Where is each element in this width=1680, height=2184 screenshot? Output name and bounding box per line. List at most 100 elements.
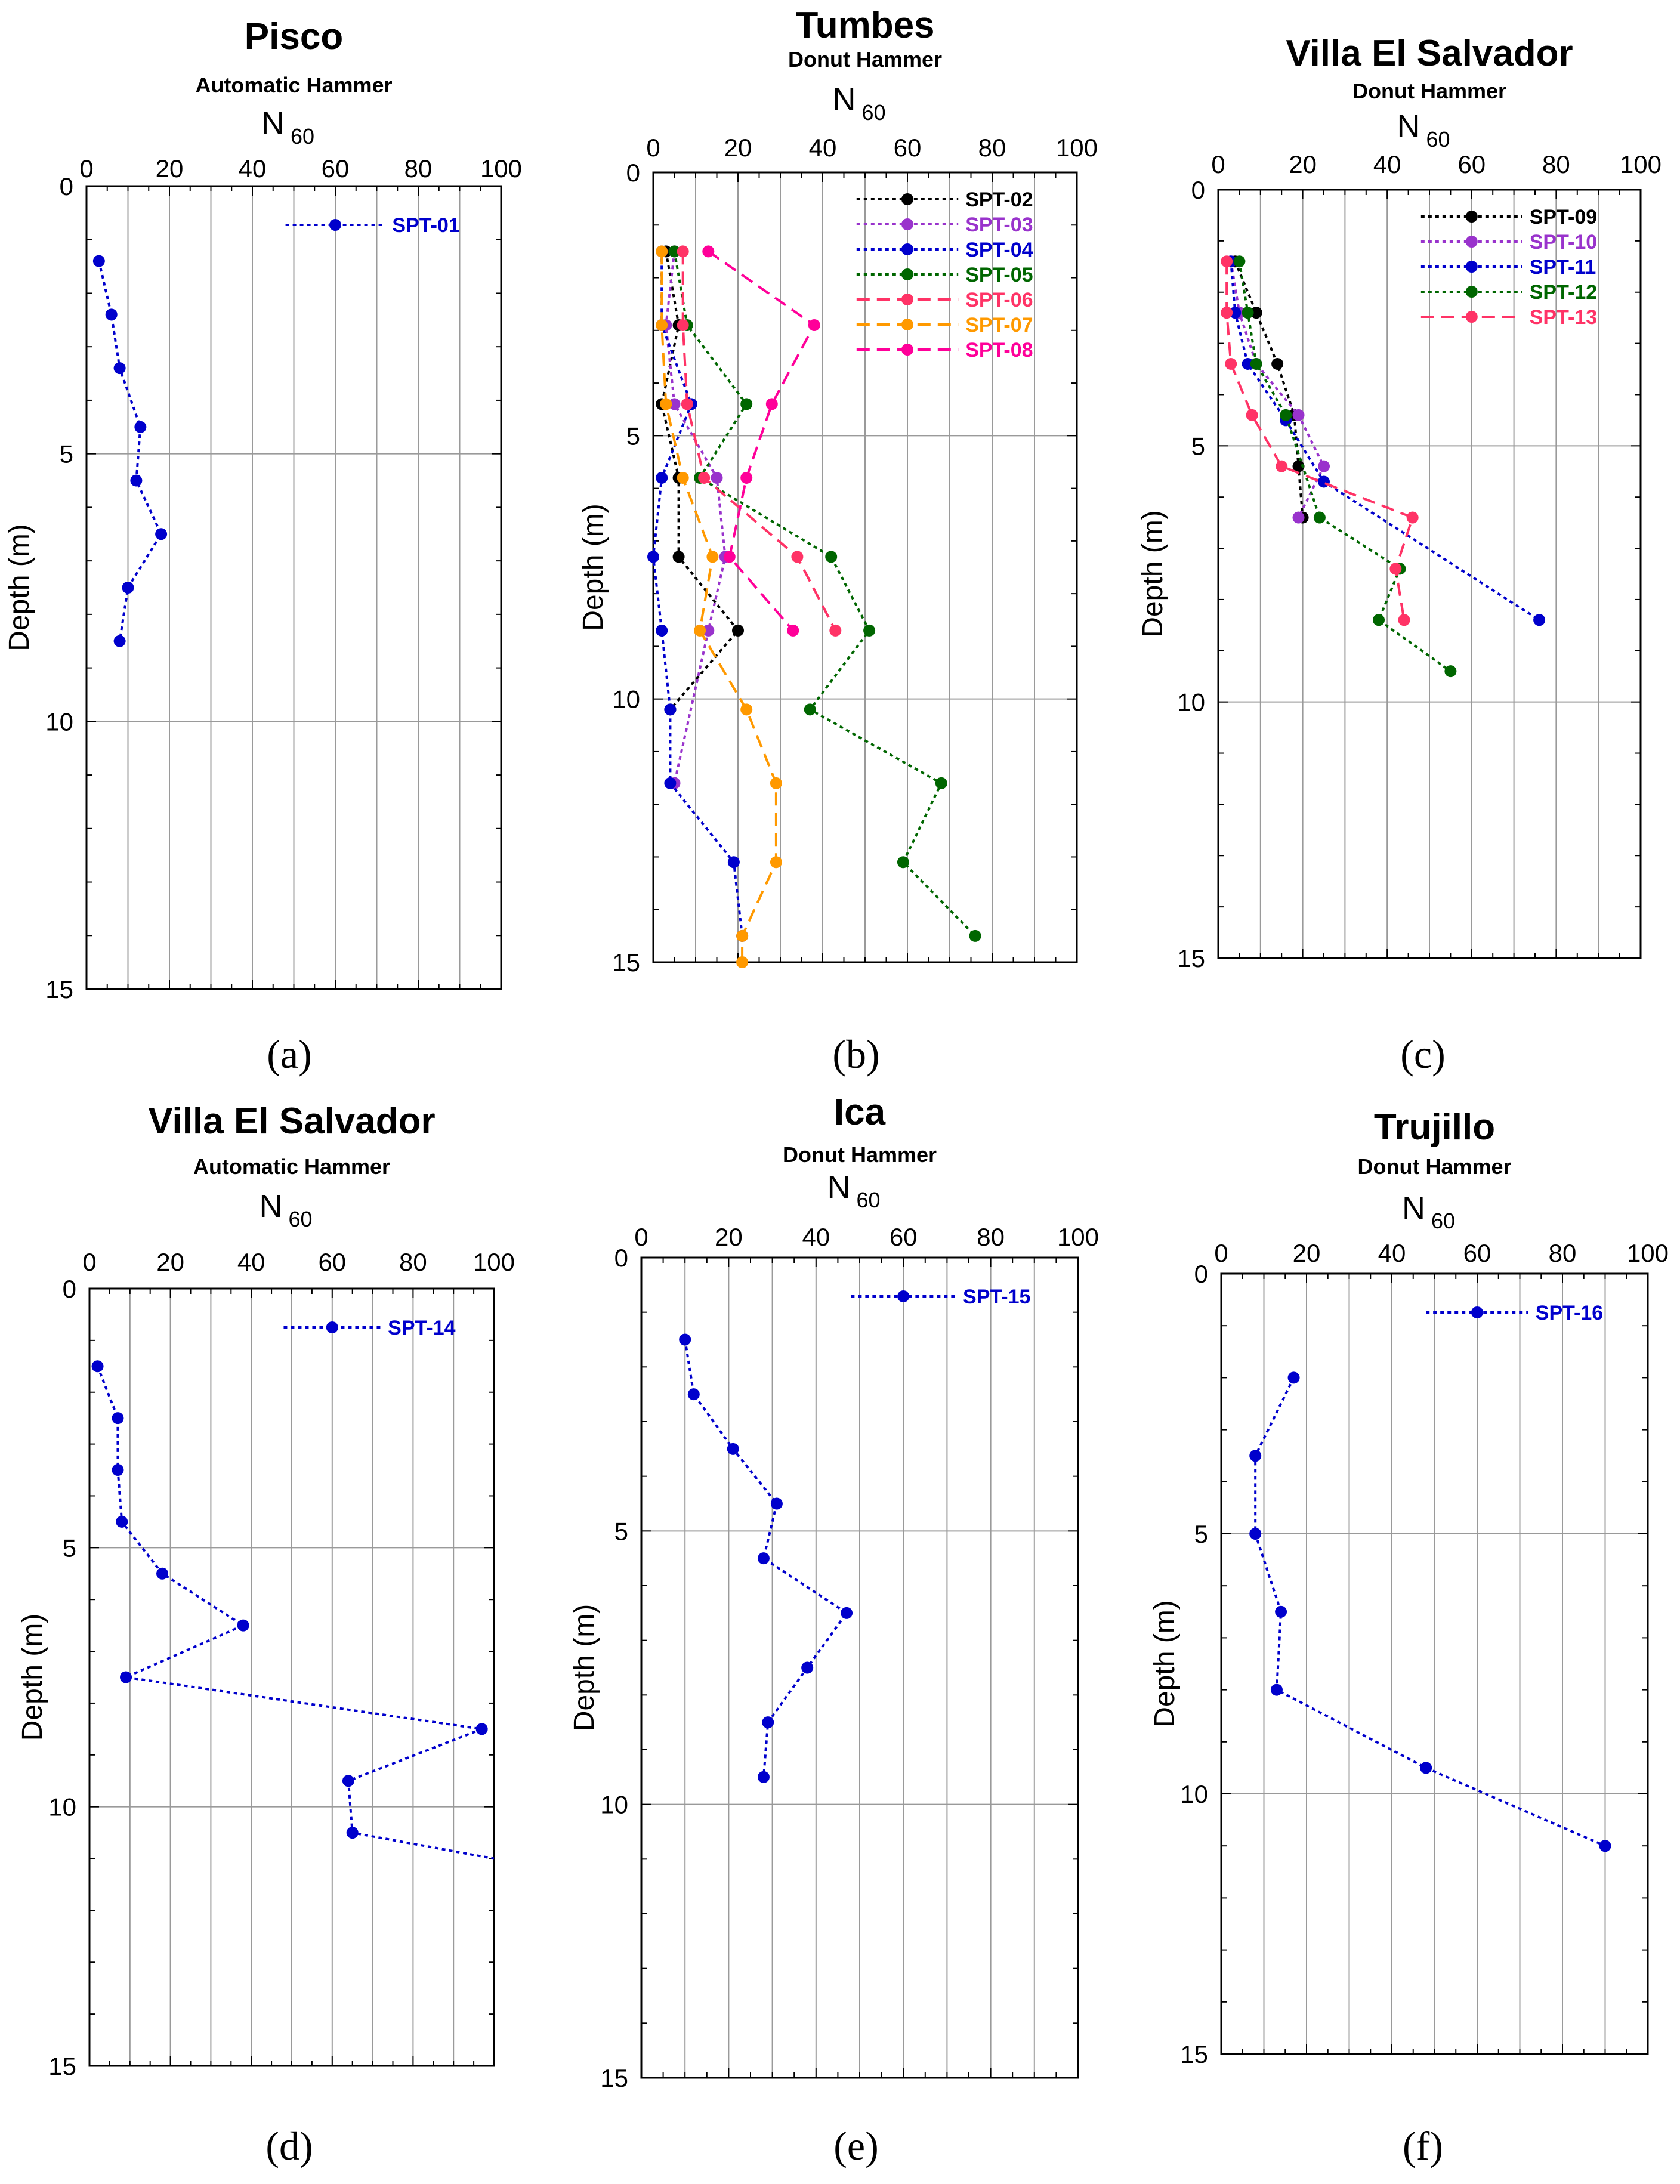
data-point <box>770 777 782 789</box>
chart-subtitle: Automatic Hammer <box>195 73 392 97</box>
chart-subtitle: Donut Hammer <box>1352 79 1506 103</box>
data-point <box>112 1464 124 1476</box>
x-tick-label: 0 <box>79 155 93 183</box>
data-point <box>757 1771 770 1783</box>
y-tick-label: 10 <box>1177 688 1205 716</box>
legend-marker <box>901 243 913 255</box>
data-point <box>727 856 740 869</box>
data-point <box>677 471 689 484</box>
y-tick-label: 15 <box>45 975 73 1003</box>
data-point <box>105 308 118 321</box>
y-axis-label: Depth (m) <box>17 1614 48 1741</box>
data-point <box>1250 357 1262 370</box>
data-point <box>1292 511 1305 524</box>
plot-frame <box>652 171 1078 963</box>
legend-entry: SPT-02 <box>965 189 1033 211</box>
x-tick-label: 100 <box>480 155 522 183</box>
data-point <box>677 319 689 331</box>
y-tick-label: 15 <box>600 2064 628 2092</box>
x-axis-label: N 60 <box>1402 1190 1455 1233</box>
legend-entry: SPT-06 <box>965 289 1033 311</box>
data-point <box>1242 357 1254 370</box>
series-line-spt-06 <box>681 251 837 631</box>
data-point <box>1270 1683 1283 1696</box>
data-layer <box>647 245 981 968</box>
x-tick-label: 60 <box>1463 1239 1491 1267</box>
chart-subtitle: Donut Hammer <box>788 47 942 72</box>
legend-entry: SPT-14 <box>388 1317 455 1339</box>
chart-subtitle: Automatic Hammer <box>193 1154 390 1179</box>
chart-title: Tumbes <box>795 5 934 46</box>
x-tick-label: 60 <box>894 134 922 162</box>
legend-marker <box>901 344 913 356</box>
data-point <box>113 362 126 375</box>
x-tick-label: 20 <box>724 134 752 162</box>
legend-entry: SPT-03 <box>965 214 1033 236</box>
series-line-spt-14 <box>96 1366 495 1860</box>
series-line-spt-13 <box>1225 261 1415 620</box>
data-point <box>1398 614 1410 626</box>
x-tick-label: 0 <box>634 1223 648 1251</box>
legend-entry: SPT-09 <box>1530 206 1597 228</box>
data-point <box>664 703 677 716</box>
data-point <box>1373 614 1385 626</box>
legend-marker <box>901 268 913 280</box>
legend-marker <box>897 1290 910 1302</box>
data-point <box>706 551 719 563</box>
x-tick-label: 0 <box>82 1248 96 1276</box>
x-tick-label: 60 <box>890 1223 918 1251</box>
legend-entry: SPT-13 <box>1530 306 1597 329</box>
y-tick-label: 15 <box>1180 2040 1208 2068</box>
y-tick-label: 15 <box>612 949 640 977</box>
chart-title: Ica <box>834 1092 886 1133</box>
x-tick-label: 100 <box>1620 150 1662 178</box>
x-tick-label: 0 <box>646 134 660 162</box>
plot-frame <box>640 1256 1079 2079</box>
x-tick-label: 80 <box>1542 150 1570 178</box>
x-axis-label: N 60 <box>261 106 314 149</box>
data-point <box>757 1552 770 1565</box>
data-point <box>935 777 947 789</box>
data-point <box>740 703 753 716</box>
data-point <box>116 1515 128 1528</box>
x-tick-label: 100 <box>473 1248 515 1276</box>
data-point <box>1233 255 1246 268</box>
chart-panel-1: Pisco Automatic Hammer N 60 0 20 40 60 80 100 0 5 10… <box>4 16 522 1077</box>
series-line-spt-16 <box>1254 1377 1606 1848</box>
legend-marker <box>1465 311 1478 323</box>
data-point <box>808 319 820 331</box>
legend-marker <box>1465 261 1478 273</box>
y-tick-label: 5 <box>1191 432 1205 460</box>
chart-title: Villa El Salvador <box>148 1101 435 1142</box>
data-point <box>647 551 659 563</box>
data-point <box>681 398 693 410</box>
x-tick-label: 40 <box>809 134 837 162</box>
legend-entry: SPT-05 <box>965 264 1033 286</box>
y-tick-label: 5 <box>626 422 640 450</box>
data-point <box>342 1775 354 1787</box>
data-point <box>1406 511 1419 524</box>
legend-entry: SPT-10 <box>1530 231 1597 254</box>
y-axis-label: Depth (m) <box>569 1604 600 1731</box>
x-axis-label: N 60 <box>827 1169 880 1212</box>
chart-title: Villa El Salvador <box>1286 33 1573 74</box>
data-point <box>736 956 749 968</box>
x-axis-label: N 60 <box>832 82 885 125</box>
data-point <box>804 703 816 716</box>
chart-title: Pisco <box>245 16 343 57</box>
y-axis-label: Depth (m) <box>578 503 609 631</box>
y-tick-label: 5 <box>63 1534 76 1562</box>
data-point <box>736 929 749 942</box>
data-point <box>122 582 134 594</box>
data-point <box>762 1716 774 1729</box>
data-point <box>656 624 668 637</box>
x-tick-label: 20 <box>156 1248 184 1276</box>
y-tick-label: 0 <box>1194 1260 1208 1288</box>
data-point <box>677 245 689 258</box>
chart-panel-4: Villa El Salvador Automatic Hammer N 60 0 20 4… <box>17 1101 515 2168</box>
x-axis-label: N 60 <box>1397 109 1450 152</box>
data-point <box>120 1671 132 1683</box>
x-tick-label: 100 <box>1627 1239 1669 1267</box>
data-point <box>702 624 715 637</box>
legend-entry: SPT-01 <box>392 214 459 237</box>
